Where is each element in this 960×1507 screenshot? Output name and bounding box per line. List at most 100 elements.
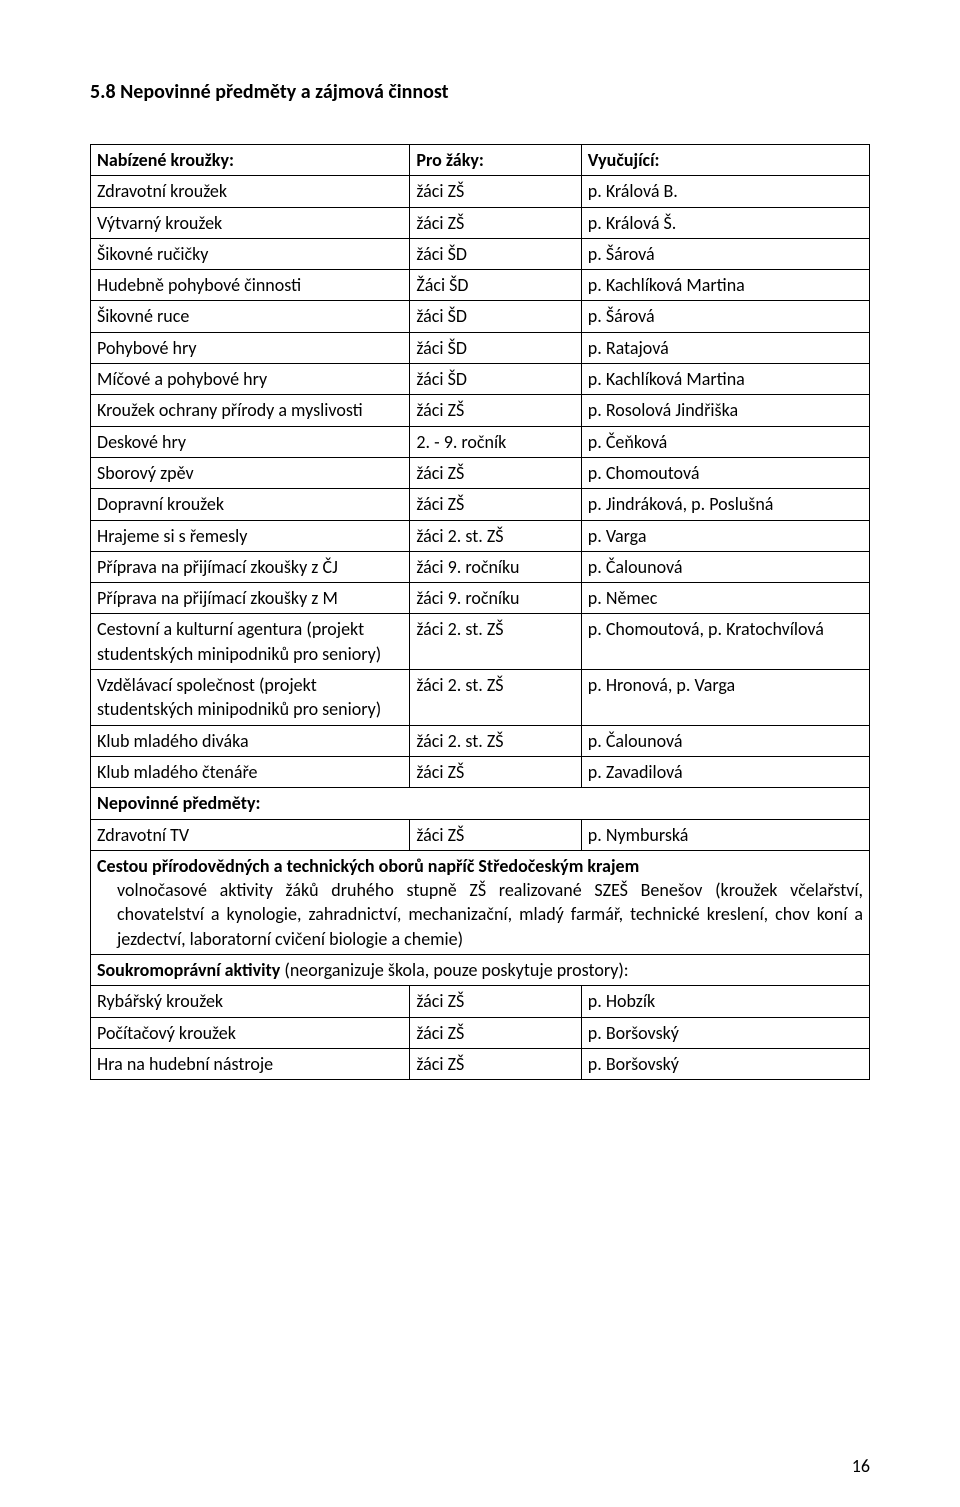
table-cell: p. Němec [581, 583, 869, 614]
table-row: Šikovné rucežáci ŠDp. Šárová [91, 301, 870, 332]
table-row: Klub mladého čtenářežáci ZŠp. Zavadilová [91, 756, 870, 787]
table-cell: Počítačový kroužek [91, 1017, 410, 1048]
table-cell: žáci ZŠ [410, 207, 581, 238]
table-cell: Rybářský kroužek [91, 986, 410, 1017]
table-cell: p. Nymburská [581, 819, 869, 850]
table-cell: Zdravotní kroužek [91, 176, 410, 207]
table-cell: Šikovné ručičky [91, 238, 410, 269]
table-cell: p. Kachlíková Martina [581, 364, 869, 395]
table-cell: Zdravotní TV [91, 819, 410, 850]
soukromo-rest: (neorganizuje škola, pouze poskytuje pro… [284, 959, 628, 981]
table-cell: Deskové hry [91, 426, 410, 457]
table-cell: Dopravní kroužek [91, 489, 410, 520]
table-cell: žáci ŠD [410, 301, 581, 332]
table-row: Pohybové hryžáci ŠDp. Ratajová [91, 332, 870, 363]
table-header-row: Nabízené kroužky: Pro žáky: Vyučující: [91, 145, 870, 176]
table-row: Zdravotní TVžáci ZŠp. Nymburská [91, 819, 870, 850]
table-cell: žáci ZŠ [410, 986, 581, 1017]
table-cell: p. Rosolová Jindřiška [581, 395, 869, 426]
section-row-nepovinne: Nepovinné předměty: [91, 788, 870, 819]
table-cell: žáci ZŠ [410, 489, 581, 520]
table-row: Šikovné ručičkyžáci ŠDp. Šárová [91, 238, 870, 269]
table-cell: žáci 2. st. ZŠ [410, 670, 581, 726]
table-row: Příprava na přijímací zkoušky z ČJžáci 9… [91, 551, 870, 582]
section-cell: Soukromoprávní aktivity (neorganizuje šk… [91, 955, 870, 986]
table-cell: p. Čeňková [581, 426, 869, 457]
table-cell: Kroužek ochrany přírody a myslivosti [91, 395, 410, 426]
table-cell: žáci ŠD [410, 332, 581, 363]
table-cell: Příprava na přijímací zkoušky z M [91, 583, 410, 614]
table-cell: žáci ZŠ [410, 1048, 581, 1079]
header-cell-name: Nabízené kroužky: [91, 145, 410, 176]
table-cell: p. Boršovský [581, 1017, 869, 1048]
table-cell: Vzdělávací společnost (projekt studentsk… [91, 670, 410, 726]
table-cell: žáci 2. st. ZŠ [410, 520, 581, 551]
cestou-body: volnočasové aktivity žáků druhého stupně… [97, 878, 863, 951]
table-cell: žáci ZŠ [410, 457, 581, 488]
table-row: Cestovní a kulturní agentura (projekt st… [91, 614, 870, 670]
table-row: Deskové hry2. - 9. ročníkp. Čeňková [91, 426, 870, 457]
table-cell: p. Kachlíková Martina [581, 270, 869, 301]
table-row: Hra na hudební nástroježáci ZŠp. Boršovs… [91, 1048, 870, 1079]
table-cell: p. Šárová [581, 301, 869, 332]
table-cell: p. Šárová [581, 238, 869, 269]
header-cell-teacher: Vyučující: [581, 145, 869, 176]
table-cell: Šikovné ruce [91, 301, 410, 332]
table-cell: žáci 9. ročníku [410, 551, 581, 582]
table-cell: Hra na hudební nástroje [91, 1048, 410, 1079]
table-row: Zdravotní kroužekžáci ZŠp. Králová B. [91, 176, 870, 207]
table-row: Dopravní kroužekžáci ZŠp. Jindráková, p.… [91, 489, 870, 520]
table-row: Vzdělávací společnost (projekt studentsk… [91, 670, 870, 726]
table-cell: p. Hronová, p. Varga [581, 670, 869, 726]
table-cell: p. Jindráková, p. Poslušná [581, 489, 869, 520]
table-cell: p. Boršovský [581, 1048, 869, 1079]
table-cell: p. Čalounová [581, 551, 869, 582]
table-row: Hudebně pohybové činnostiŽáci ŠDp. Kachl… [91, 270, 870, 301]
table-row: Míčové a pohybové hryžáci ŠDp. Kachlíkov… [91, 364, 870, 395]
table-cell: žáci ZŠ [410, 176, 581, 207]
table-cell: p. Chomoutová [581, 457, 869, 488]
table-cell: žáci ZŠ [410, 756, 581, 787]
table-cell: Klub mladého diváka [91, 725, 410, 756]
table-cell: žáci ZŠ [410, 1017, 581, 1048]
table-row: Klub mladého divákažáci 2. st. ZŠp. Čalo… [91, 725, 870, 756]
table-cell: p. Ratajová [581, 332, 869, 363]
page-number: 16 [852, 1455, 870, 1477]
table-cell: Žáci ŠD [410, 270, 581, 301]
section-title: 5.8 Nepovinné předměty a zájmová činnost [90, 80, 870, 104]
activities-table: Nabízené kroužky: Pro žáky: Vyučující: Z… [90, 144, 870, 1080]
table-cell: žáci ŠD [410, 364, 581, 395]
header-cell-for: Pro žáky: [410, 145, 581, 176]
table-cell: p. Varga [581, 520, 869, 551]
table-cell: p. Králová Š. [581, 207, 869, 238]
table-cell: Hrajeme si s řemesly [91, 520, 410, 551]
table-cell: p. Chomoutová, p. Kratochvílová [581, 614, 869, 670]
table-row: Počítačový kroužekžáci ZŠp. Boršovský [91, 1017, 870, 1048]
table-cell: Hudebně pohybové činnosti [91, 270, 410, 301]
table-row: Výtvarný kroužekžáci ZŠp. Králová Š. [91, 207, 870, 238]
section-cell: Nepovinné předměty: [91, 788, 870, 819]
document-page: 5.8 Nepovinné předměty a zájmová činnost… [0, 0, 960, 1507]
table-row: Kroužek ochrany přírody a myslivostižáci… [91, 395, 870, 426]
table-cell: žáci 2. st. ZŠ [410, 725, 581, 756]
section-cell: Cestou přírodovědných a technických obor… [91, 850, 870, 954]
table-cell: p. Hobzík [581, 986, 869, 1017]
table-cell: Klub mladého čtenáře [91, 756, 410, 787]
table-cell: Výtvarný kroužek [91, 207, 410, 238]
table-cell: Příprava na přijímací zkoušky z ČJ [91, 551, 410, 582]
table-cell: p. Čalounová [581, 725, 869, 756]
table-row: Sborový zpěvžáci ZŠp. Chomoutová [91, 457, 870, 488]
table-cell: žáci ZŠ [410, 395, 581, 426]
table-cell: Cestovní a kulturní agentura (projekt st… [91, 614, 410, 670]
soukromo-lead: Soukromoprávní aktivity [97, 959, 284, 981]
table-cell: Míčové a pohybové hry [91, 364, 410, 395]
section-row-cestou: Cestou přírodovědných a technických obor… [91, 850, 870, 954]
table-cell: p. Králová B. [581, 176, 869, 207]
table-cell: 2. - 9. ročník [410, 426, 581, 457]
table-row: Hrajeme si s řemeslyžáci 2. st. ZŠp. Var… [91, 520, 870, 551]
table-cell: p. Zavadilová [581, 756, 869, 787]
table-row: Příprava na přijímací zkoušky z Mžáci 9.… [91, 583, 870, 614]
table-row: Rybářský kroužekžáci ZŠp. Hobzík [91, 986, 870, 1017]
table-cell: žáci ZŠ [410, 819, 581, 850]
table-cell: Sborový zpěv [91, 457, 410, 488]
